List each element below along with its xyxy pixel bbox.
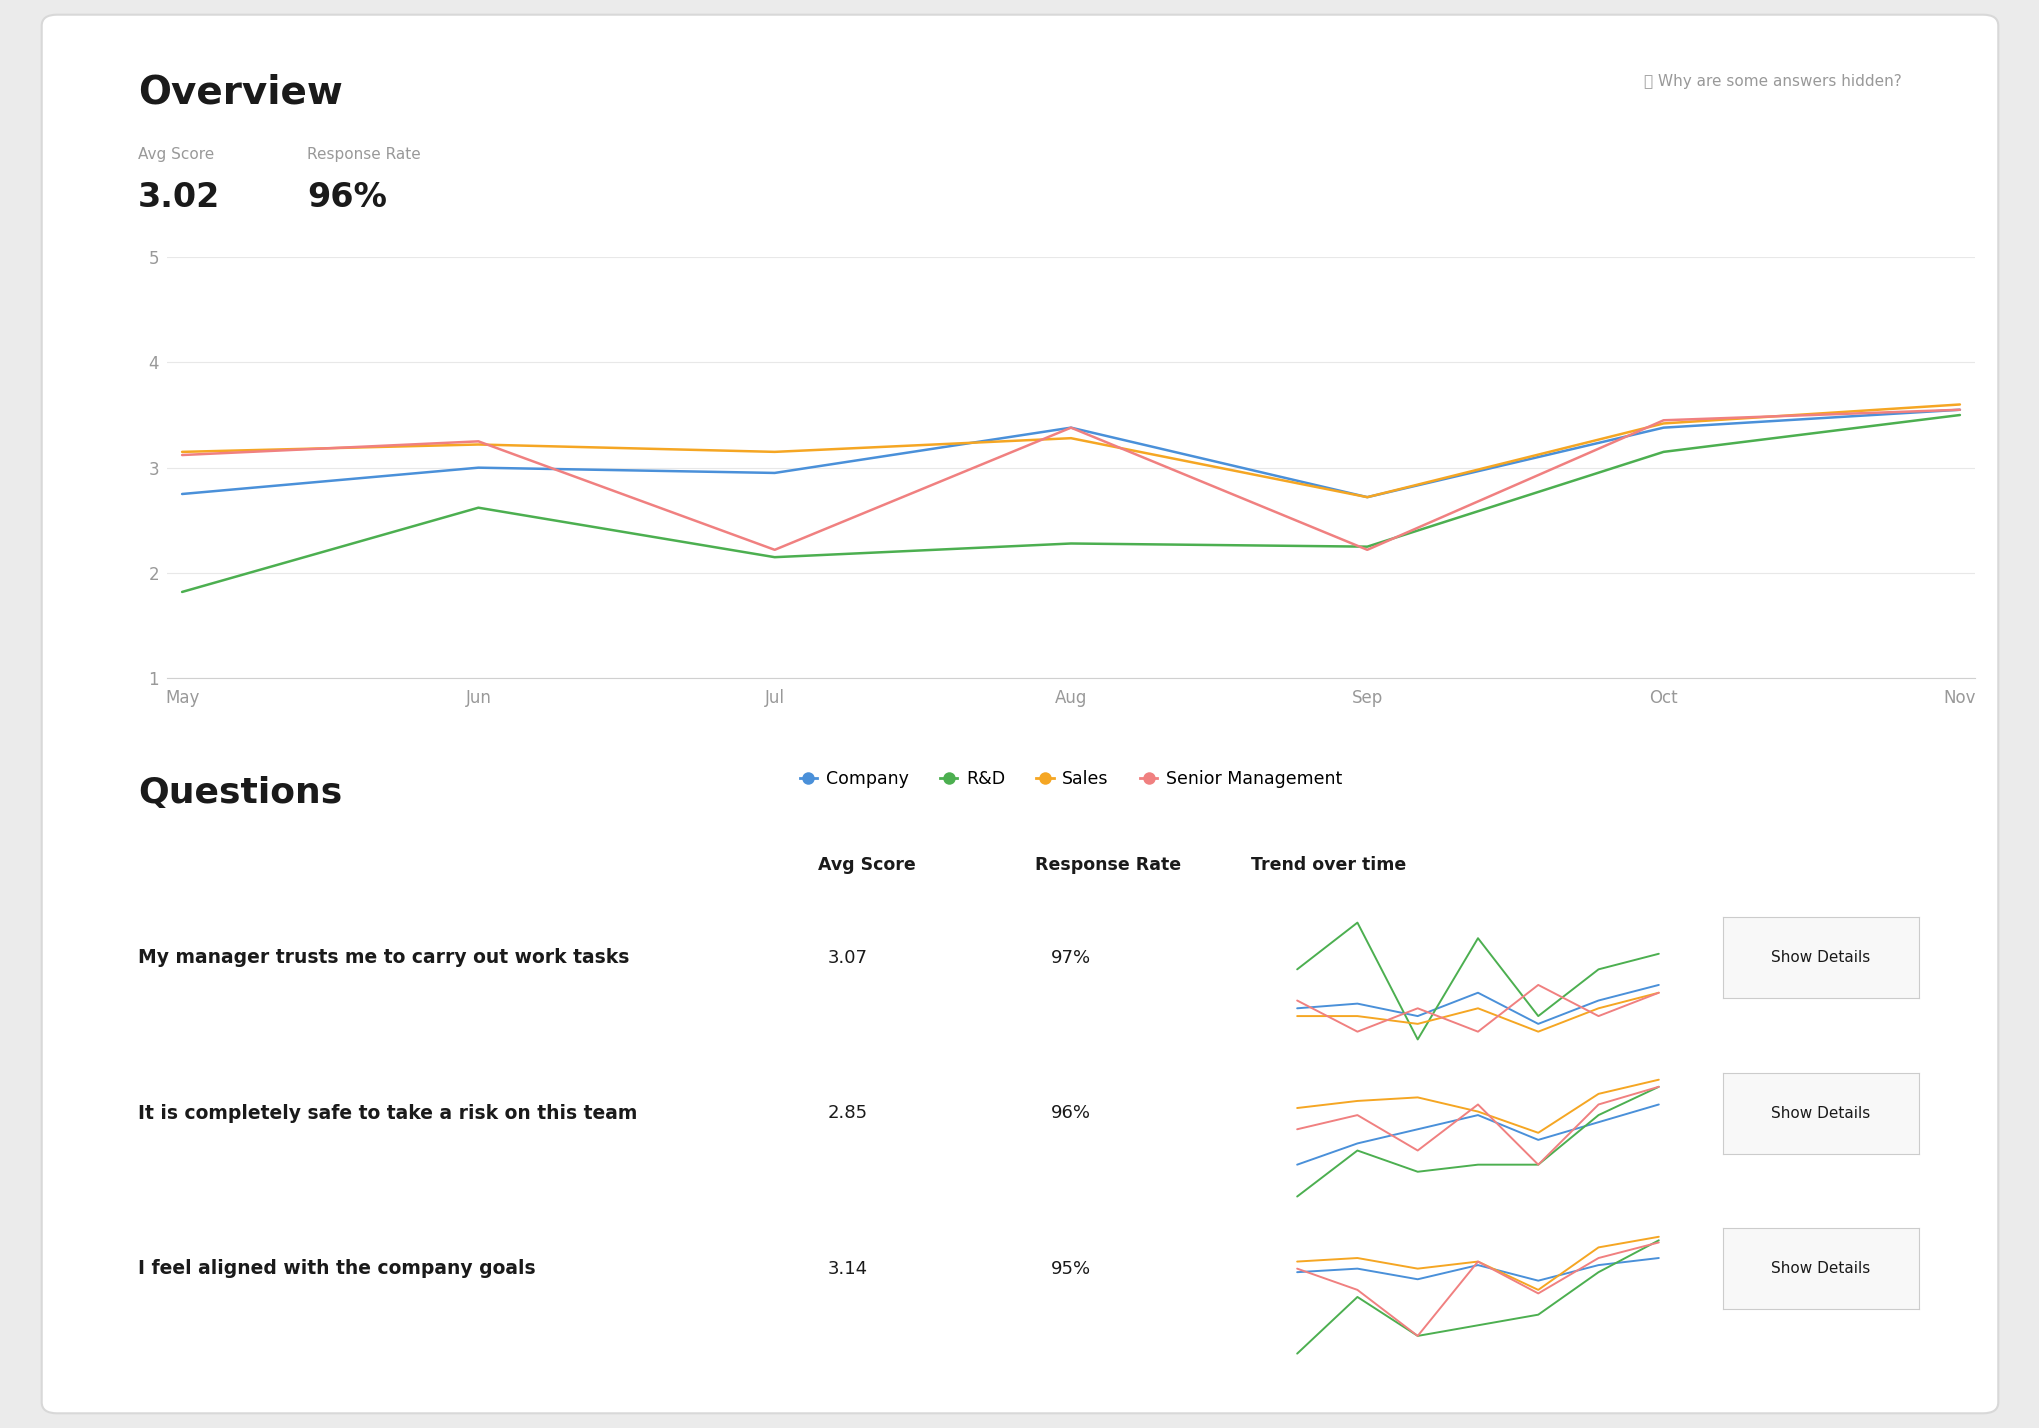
- Text: 3.02: 3.02: [139, 181, 220, 214]
- Text: It is completely safe to take a risk on this team: It is completely safe to take a risk on …: [139, 1104, 636, 1122]
- Text: 95%: 95%: [1050, 1259, 1091, 1278]
- Text: Show Details: Show Details: [1770, 1261, 1870, 1277]
- Text: Avg Score: Avg Score: [818, 855, 916, 874]
- Text: 96%: 96%: [1050, 1104, 1091, 1122]
- Text: 3.14: 3.14: [828, 1259, 867, 1278]
- Text: 3.07: 3.07: [828, 948, 867, 967]
- Text: 2.85: 2.85: [828, 1104, 867, 1122]
- Text: Questions: Questions: [139, 775, 343, 810]
- Text: I feel aligned with the company goals: I feel aligned with the company goals: [139, 1259, 536, 1278]
- Text: Show Details: Show Details: [1770, 950, 1870, 965]
- FancyBboxPatch shape: [41, 14, 1998, 1414]
- Text: Response Rate: Response Rate: [308, 147, 420, 161]
- Text: 96%: 96%: [308, 181, 387, 214]
- Text: Avg Score: Avg Score: [139, 147, 214, 161]
- Text: Overview: Overview: [139, 74, 343, 111]
- Text: Show Details: Show Details: [1770, 1105, 1870, 1121]
- Legend: Company, R&D, Sales, Senior Management: Company, R&D, Sales, Senior Management: [793, 763, 1348, 795]
- Text: Trend over time: Trend over time: [1250, 855, 1405, 874]
- Text: Response Rate: Response Rate: [1036, 855, 1181, 874]
- Text: 97%: 97%: [1050, 948, 1091, 967]
- Text: My manager trusts me to carry out work tasks: My manager trusts me to carry out work t…: [139, 948, 630, 967]
- Text: ⓘ Why are some answers hidden?: ⓘ Why are some answers hidden?: [1643, 74, 1900, 89]
